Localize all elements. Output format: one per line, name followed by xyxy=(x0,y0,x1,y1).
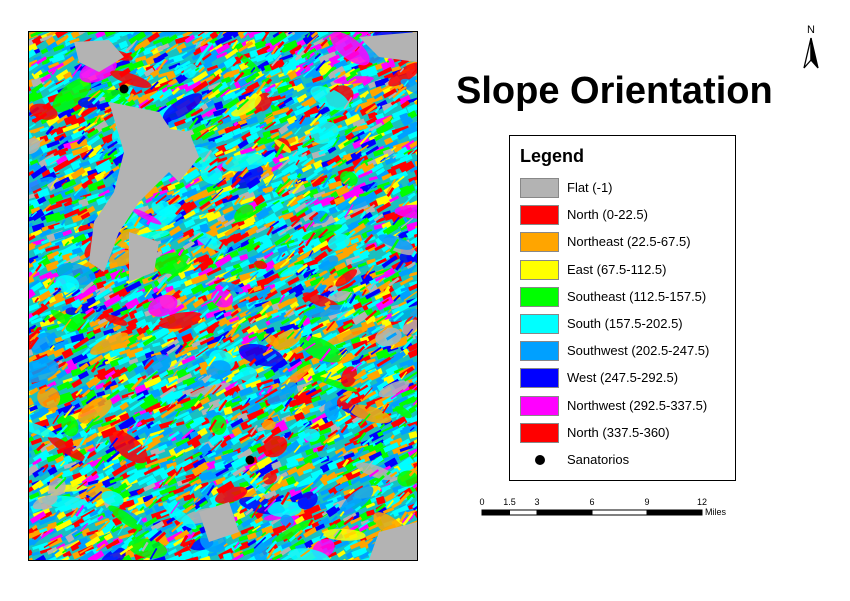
legend-item-northeast: Northeast (22.5-67.5) xyxy=(520,232,730,253)
map-title: Slope Orientation xyxy=(456,70,773,112)
legend-label-north-1: North (0-22.5) xyxy=(567,207,648,223)
legend-item-north-2: North (337.5-360) xyxy=(520,422,730,443)
sanatorio-marker-2[interactable] xyxy=(245,455,255,465)
legend-swatch-north-1 xyxy=(520,205,559,226)
slope-map[interactable] xyxy=(28,31,418,561)
legend-item-northwest: Northwest (292.5-337.5) xyxy=(520,395,730,416)
legend-item-southwest: Southwest (202.5-247.5) xyxy=(520,341,730,362)
legend-label-east: East (67.5-112.5) xyxy=(567,261,667,277)
legend-label-southwest: Southwest (202.5-247.5) xyxy=(567,343,710,359)
legend-swatch-southeast xyxy=(520,286,559,307)
legend-swatch-south xyxy=(520,314,559,334)
scale-unit-label: Miles xyxy=(705,507,727,517)
legend-item-east: East (67.5-112.5) xyxy=(520,259,730,280)
legend-swatch-northeast xyxy=(520,232,559,253)
scale-tick-label: 12 xyxy=(697,497,707,507)
legend-swatch-north-2 xyxy=(520,422,559,443)
legend-label-north-2: North (337.5-360) xyxy=(567,424,670,440)
north-arrow-icon: N xyxy=(803,24,819,69)
legend-swatch-flat xyxy=(520,178,559,198)
legend-item-south: South (157.5-202.5) xyxy=(520,314,730,334)
legend-swatch-east xyxy=(520,259,559,280)
legend-item-north-1: North (0-22.5) xyxy=(520,205,730,226)
legend-item-west: West (247.5-292.5) xyxy=(520,368,730,389)
legend: Legend Flat (-1) North (0-22.5) Northeast … xyxy=(509,135,736,481)
legend-label-southeast: Southeast (112.5-157.5) xyxy=(567,288,707,304)
legend-item-southeast: Southeast (112.5-157.5) xyxy=(520,286,730,307)
scale-tick-label: 0 xyxy=(479,497,484,507)
aspect-cells xyxy=(29,32,417,560)
scale-tick-label: 6 xyxy=(589,497,594,507)
flat-areas xyxy=(74,32,417,560)
legend-label-west: West (247.5-292.5) xyxy=(567,370,679,386)
scale-tick-label: 9 xyxy=(644,497,649,507)
scale-tick-label: 1.5 xyxy=(503,497,516,507)
slope-raster xyxy=(29,32,417,560)
sanatorio-marker-1[interactable] xyxy=(119,84,129,94)
scale-tick-label: 3 xyxy=(534,497,539,507)
legend-label-sanatorios: Sanatorios xyxy=(567,452,630,467)
legend-swatch-west xyxy=(520,368,559,389)
legend-label-northeast: Northeast (22.5-67.5) xyxy=(567,234,691,250)
legend-label-northwest: Northwest (292.5-337.5) xyxy=(567,397,708,413)
legend-title: Legend xyxy=(520,146,585,166)
legend-item-flat: Flat (-1) xyxy=(520,178,730,198)
legend-label-south: South (157.5-202.5) xyxy=(567,316,683,331)
sanatorio-dot-icon xyxy=(535,455,545,465)
legend-swatch-northwest xyxy=(520,395,559,416)
legend-swatch-southwest xyxy=(520,341,559,362)
legend-label-flat: Flat (-1) xyxy=(567,180,613,195)
legend-item-sanatorios: Sanatorios xyxy=(520,450,730,470)
north-label: N xyxy=(807,24,815,36)
